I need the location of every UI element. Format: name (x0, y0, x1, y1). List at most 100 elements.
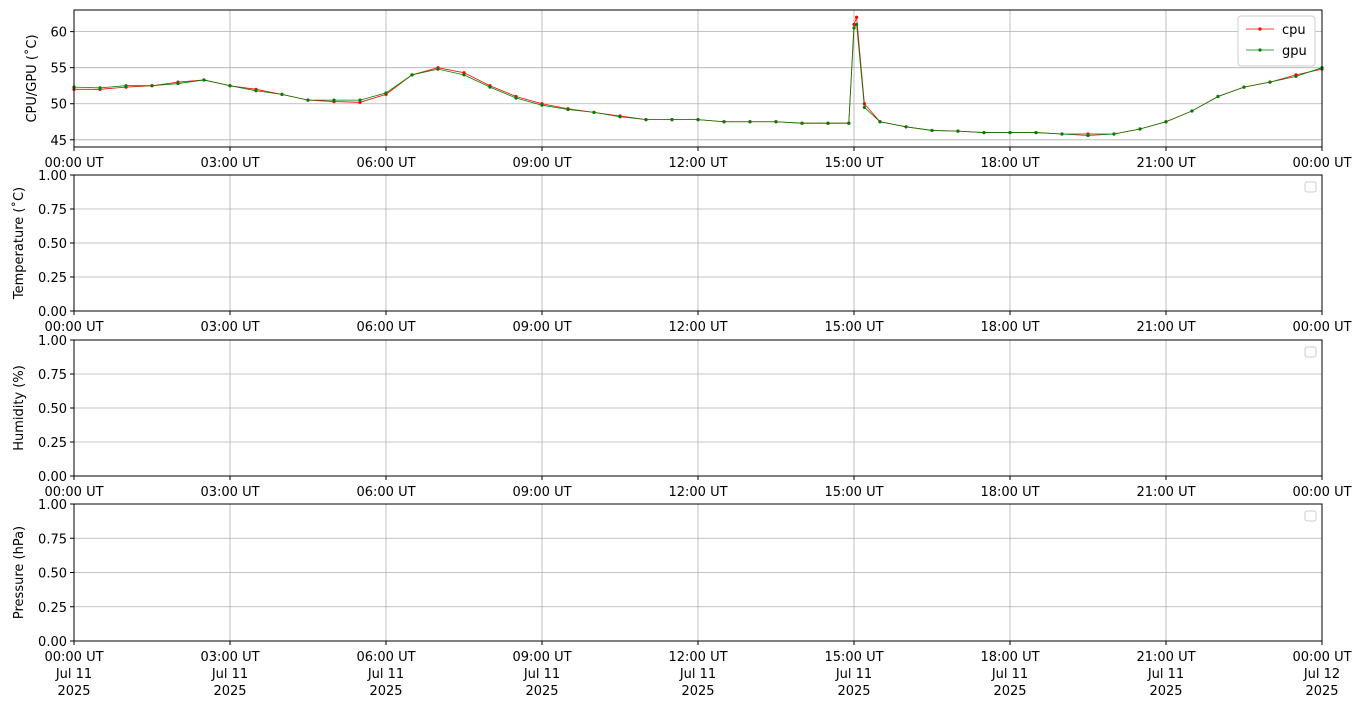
data-point (176, 81, 180, 86)
y-tick-label: 60 (50, 26, 67, 41)
y-tick-label: 1.00 (38, 334, 67, 349)
data-point (332, 98, 336, 102)
legend-box (1304, 510, 1317, 522)
x-tick-label: 15:00 UT (824, 320, 883, 335)
axes-frame (73, 9, 1323, 148)
x-tick-label: 06:00 UT (356, 156, 415, 171)
data-point (436, 67, 440, 71)
y-tick-label: 50 (50, 98, 67, 113)
x-tick-label: 00:00 UT Jul 11 2025 (44, 650, 103, 699)
data-point (618, 115, 622, 119)
data-point (280, 92, 284, 96)
data-point (150, 84, 154, 88)
data-point (1294, 74, 1298, 78)
y-axis-label: Humidity (%) (12, 365, 27, 451)
data-point (930, 128, 934, 133)
data-point (1216, 94, 1220, 99)
legend-box (1304, 181, 1317, 193)
legend-marker (1258, 48, 1262, 52)
x-tick-label: 15:00 UT (824, 156, 883, 171)
axes-frame (73, 339, 1323, 477)
x-tick-label: 03:00 UT (200, 485, 259, 500)
y-tick-label: 0.25 (38, 601, 67, 616)
x-tick-label: 09:00 UT Jul 11 2025 (512, 650, 571, 699)
data-point (202, 78, 206, 82)
data-point (852, 22, 856, 27)
x-tick-label: 12:00 UT (668, 320, 727, 335)
y-tick-label: 0.75 (38, 532, 67, 547)
axes-frame (73, 503, 1323, 642)
x-tick-label: 09:00 UT (512, 485, 571, 500)
x-tick-label: 18:00 UT (980, 320, 1039, 335)
data-point (670, 118, 674, 122)
data-point (1034, 130, 1038, 135)
data-point (1164, 120, 1168, 124)
legend-box (1304, 346, 1317, 358)
y-tick-label: 0.75 (38, 203, 67, 218)
data-point (855, 15, 859, 19)
y-axis-label: CPU/GPU (˚C) (24, 34, 40, 122)
data-point (1060, 132, 1064, 136)
data-point (514, 96, 518, 100)
data-point (1112, 132, 1116, 136)
axes-frame (73, 174, 1323, 312)
data-point (306, 98, 310, 102)
y-axis-label: Temperature (˚C) (11, 187, 27, 300)
legend-marker (1258, 27, 1262, 31)
data-point (488, 85, 492, 89)
series-line (73, 23, 1323, 136)
x-tick-label: 09:00 UT (512, 320, 571, 335)
data-point (1008, 130, 1012, 135)
x-tick-label: 03:00 UT (200, 156, 259, 171)
data-point (722, 120, 726, 124)
legend-box (1237, 15, 1316, 67)
x-tick-label: 00:00 UT (44, 156, 103, 171)
y-tick-label: 1.00 (38, 169, 67, 184)
y-tick-label: 0.00 (38, 635, 67, 650)
x-tick-label: 00:00 UT Jul 12 2025 (1292, 650, 1351, 699)
data-point (982, 130, 986, 135)
data-point (1086, 133, 1090, 138)
y-tick-label: 0.50 (38, 237, 67, 252)
data-point (1268, 80, 1272, 84)
data-point (228, 84, 232, 88)
data-point (358, 98, 362, 102)
data-point (774, 120, 778, 124)
x-tick-label: 00:00 UT (44, 320, 103, 335)
data-point (1242, 85, 1246, 89)
data-point (847, 121, 851, 125)
x-tick-label: 00:00 UT (1292, 156, 1351, 171)
x-tick-label: 18:00 UT (980, 156, 1039, 171)
data-point (462, 73, 466, 77)
x-tick-label: 00:00 UT (44, 485, 103, 500)
x-tick-label: 12:00 UT (668, 485, 727, 500)
y-tick-label: 0.25 (38, 436, 67, 451)
x-tick-label: 21:00 UT (1136, 156, 1195, 171)
data-point (540, 103, 544, 107)
data-point (855, 22, 859, 27)
y-tick-label: 0.00 (38, 305, 67, 320)
x-tick-label: 21:00 UT (1136, 320, 1195, 335)
x-tick-label: 15:00 UT (824, 485, 883, 500)
data-point (800, 121, 804, 125)
y-tick-label: 0.25 (38, 271, 67, 286)
y-tick-label: 55 (50, 62, 67, 77)
data-point (1138, 127, 1142, 131)
x-tick-label: 15:00 UT Jul 11 2025 (824, 650, 883, 699)
data-point (124, 84, 128, 88)
data-point (826, 121, 830, 125)
x-tick-label: 00:00 UT (1292, 320, 1351, 335)
y-tick-label: 0.00 (38, 470, 67, 485)
data-point (644, 118, 648, 122)
data-point (956, 129, 960, 133)
y-tick-label: 0.50 (38, 402, 67, 417)
x-tick-label: 06:00 UT (356, 485, 415, 500)
data-point (696, 118, 700, 122)
y-tick-label: 45 (50, 134, 67, 149)
data-point (384, 91, 388, 95)
x-tick-label: 21:00 UT Jul 11 2025 (1136, 650, 1195, 699)
data-point (592, 110, 596, 114)
legend-label: cpu (1282, 23, 1306, 38)
data-point (878, 120, 882, 124)
